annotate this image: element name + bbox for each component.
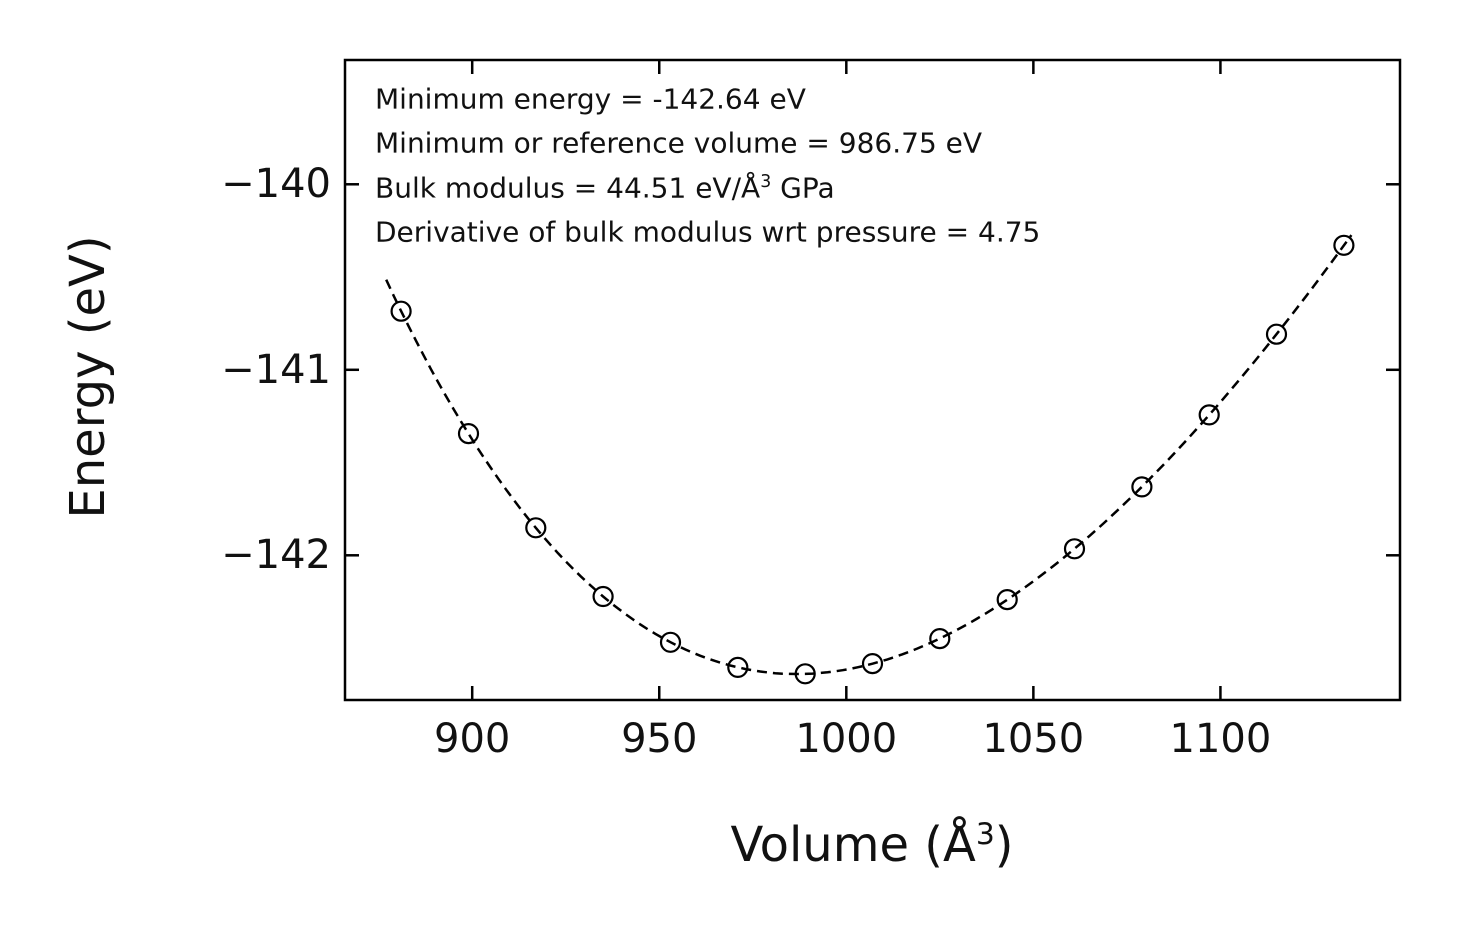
y-axis-label-text: Energy (eV) xyxy=(60,235,116,519)
data-point-marker xyxy=(390,300,412,322)
annotation-line-min-volume: Minimum or reference volume = 986.75 eV xyxy=(375,126,983,160)
y-tick-label-minus142: −142 xyxy=(221,532,331,579)
x-axis-label: Volume (Å3) xyxy=(730,817,1013,873)
y-axis-label: Energy (eV) xyxy=(60,235,116,518)
data-point-marker xyxy=(996,588,1018,611)
fit-parameters-annotation: Minimum energy = -142.64 eV Minimum or r… xyxy=(375,74,1040,251)
x-tick-label-900: 900 xyxy=(434,716,511,762)
x-axis-label-suffix: ) xyxy=(994,817,1014,873)
y-tick-label-minus140: −140 xyxy=(221,161,331,208)
data-point-marker xyxy=(1333,234,1355,256)
data-point-marker xyxy=(727,656,749,679)
x-axis-label-superscript: 3 xyxy=(975,817,995,852)
data-point-marker xyxy=(1265,323,1288,345)
axes-box xyxy=(343,58,1402,702)
x-axis-label-text: Volume (Å xyxy=(730,817,976,873)
eos-fit-curve xyxy=(385,234,1353,676)
annotation-line-bulk-modulus-derivative: Derivative of bulk modulus wrt pressure … xyxy=(375,215,1041,249)
data-point-marker xyxy=(659,631,682,653)
annotation-line-min-energy: Minimum energy = -142.64 eV xyxy=(375,82,806,116)
annotation-line-bulk-modulus: Bulk modulus = 44.51 eV/Å3 GPa xyxy=(375,170,835,204)
data-point-marker xyxy=(861,652,884,675)
x-tick-label-1050: 1050 xyxy=(982,716,1085,762)
data-point-marker xyxy=(794,663,816,685)
data-point-marker xyxy=(592,585,614,608)
x-tick-label-1000: 1000 xyxy=(795,716,898,762)
data-point-marker xyxy=(1198,404,1220,426)
data-point-marker xyxy=(457,423,480,445)
x-tick-label-950: 950 xyxy=(621,716,698,762)
data-point-marker xyxy=(1063,538,1086,560)
x-tick-label-1100: 1100 xyxy=(1169,716,1272,762)
y-tick-label-minus141: −141 xyxy=(221,346,331,393)
data-point-marker xyxy=(525,517,547,539)
data-point-marker xyxy=(1131,476,1153,498)
data-point-marker xyxy=(929,627,951,650)
